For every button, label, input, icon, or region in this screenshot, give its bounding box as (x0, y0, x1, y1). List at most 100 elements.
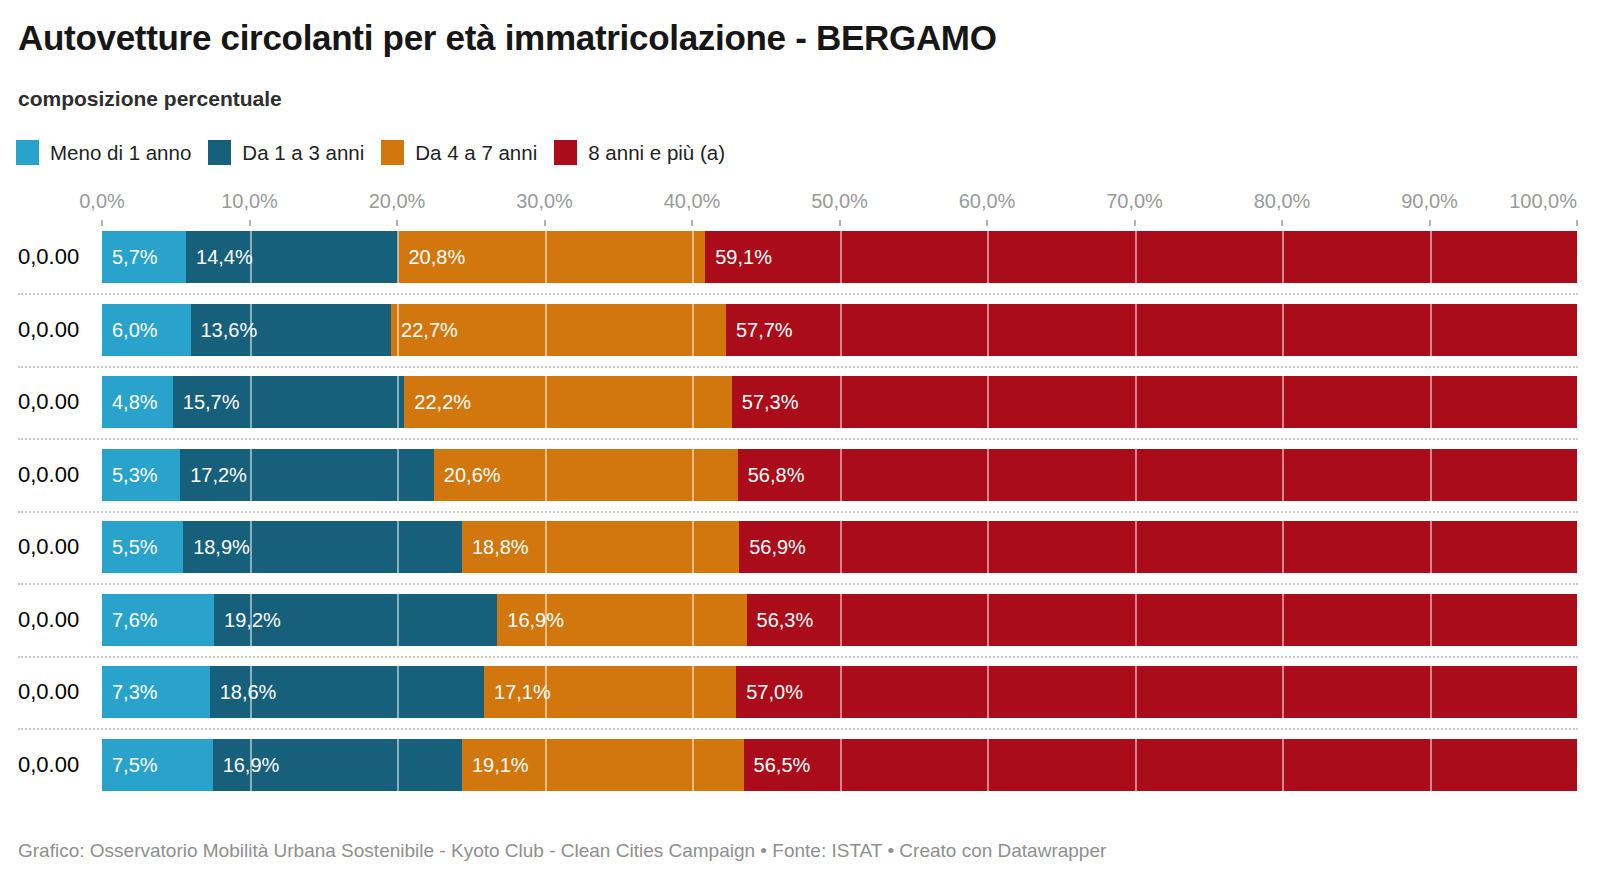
bar-segment-3: 19,1% (462, 739, 744, 791)
bar-value-label: 13,6% (201, 304, 258, 356)
x-axis-tick-label: 20,0% (369, 190, 426, 213)
x-axis-tick-mark (839, 220, 841, 226)
x-axis-tick-mark (101, 220, 103, 226)
x-axis-tick-mark (691, 220, 693, 226)
bar-value-label: 4,8% (112, 376, 158, 428)
bar-segment-4: 57,0% (736, 666, 1577, 718)
bar-segment-4: 59,1% (705, 231, 1577, 283)
x-axis-tick-label: 60,0% (959, 190, 1016, 213)
bar-row: 0,0.00 7,5%16,9%19,1%56,5% (0, 739, 1600, 791)
legend-item-meno-di-1-anno: Meno di 1 anno (16, 140, 191, 165)
row-separator (18, 583, 1578, 585)
legend-swatch-icon (554, 140, 577, 165)
legend-label: Da 1 a 3 anni (242, 141, 364, 165)
legend-swatch-icon (16, 140, 39, 165)
bar-value-label: 16,9% (223, 739, 280, 791)
bar-rows: 0,0.00 5,7% 14,4%20,8% 59,1% 0,0.00 6,0% 13… (0, 231, 1600, 791)
bar-value-label: 5,5% (112, 521, 158, 573)
bar-row: 0,0.00 7,6% 19,2%16,9% 56,3% (0, 594, 1600, 646)
row-label: 0,0.00 (18, 594, 98, 646)
legend-label: Da 4 a 7 anni (415, 141, 537, 165)
bar-segment-2: 16,9% (213, 739, 462, 791)
x-axis-ticks (102, 220, 1577, 226)
bar-value-label: 56,3% (757, 594, 814, 646)
bar-segment-2: 19,2% (214, 594, 497, 646)
bar-value-label: 5,3% (112, 449, 158, 501)
bar-value-label: 18,6% (220, 666, 277, 718)
bar-row: 0,0.00 7,3%18,6%17,1%57,0% (0, 666, 1600, 718)
bar-segment-3: 20,8% (398, 231, 705, 283)
row-label: 0,0.00 (18, 304, 98, 356)
x-axis-tick-label: 70,0% (1106, 190, 1163, 213)
stacked-bar-chart: 0,0%10,0%20,0%30,0%40,0%50,0%60,0%70,0%8… (0, 190, 1600, 795)
bar-value-label: 15,7% (183, 376, 240, 428)
bar-segment-1: 7,5% (102, 739, 213, 791)
bar-track: 5,5% 18,9% 18,8% 56,9% (102, 521, 1577, 573)
x-axis: 0,0%10,0%20,0%30,0%40,0%50,0%60,0%70,0%8… (102, 190, 1577, 214)
legend-swatch-icon (208, 140, 231, 165)
bar-value-label: 56,8% (748, 449, 805, 501)
bar-segment-2: 14,4% (186, 231, 398, 283)
bar-segment-1: 5,5% (102, 521, 183, 573)
x-axis-tick-mark (986, 220, 988, 226)
bar-segment-4: 56,3% (747, 594, 1577, 646)
bar-segment-2: 15,7% (173, 376, 405, 428)
bar-segment-4: 57,7% (726, 304, 1577, 356)
row-separator (18, 438, 1578, 440)
chart-subtitle: composizione percentuale (18, 87, 282, 111)
bar-value-label: 17,2% (190, 449, 247, 501)
bar-track: 6,0% 13,6% 22,7% 57,7% (102, 304, 1577, 356)
x-axis-tick-label: 90,0% (1401, 190, 1458, 213)
x-axis-tick-mark (1134, 220, 1136, 226)
row-label: 0,0.00 (18, 739, 98, 791)
x-axis-tick-label: 30,0% (516, 190, 573, 213)
bar-segment-2: 18,9% (183, 521, 462, 573)
x-axis-tick-label: 0,0% (79, 190, 125, 213)
bar-track: 5,3% 17,2% 20,6% 56,8% (102, 449, 1577, 501)
row-label: 0,0.00 (18, 231, 98, 283)
legend-item-da-4-a-7-anni: Da 4 a 7 anni (381, 140, 537, 165)
x-axis-tick-mark (1429, 220, 1431, 226)
bar-value-label: 7,6% (112, 594, 158, 646)
bar-segment-1: 7,3% (102, 666, 210, 718)
bar-value-label: 22,7% (401, 304, 458, 356)
bar-track: 7,5%16,9%19,1%56,5% (102, 739, 1577, 791)
bar-row: 0,0.00 5,7% 14,4%20,8% 59,1% (0, 231, 1600, 283)
x-axis-tick-mark (1576, 220, 1578, 226)
row-separator (18, 511, 1578, 513)
bar-value-label: 20,6% (444, 449, 501, 501)
x-axis-tick-label: 50,0% (811, 190, 868, 213)
bar-segment-4: 57,3% (732, 376, 1577, 428)
x-axis-tick-label: 80,0% (1254, 190, 1311, 213)
bar-segment-1: 5,7% (102, 231, 186, 283)
bar-segment-1: 5,3% (102, 449, 180, 501)
x-axis-tick-mark (249, 220, 251, 226)
bar-segment-3: 16,9% (497, 594, 746, 646)
legend-label: 8 anni e più (a) (588, 141, 725, 165)
bar-value-label: 18,9% (193, 521, 250, 573)
bar-value-label: 57,3% (742, 376, 799, 428)
bar-value-label: 18,8% (472, 521, 529, 573)
bar-segment-2: 13,6% (191, 304, 392, 356)
bar-track: 5,7% 14,4%20,8% 59,1% (102, 231, 1577, 283)
bar-value-label: 20,8% (408, 231, 465, 283)
x-axis-tick-label: 100,0% (1509, 190, 1577, 213)
bar-value-label: 5,7% (112, 231, 158, 283)
bar-row: 0,0.00 6,0% 13,6% 22,7% 57,7% (0, 304, 1600, 356)
bar-segment-1: 7,6% (102, 594, 214, 646)
row-separator (18, 293, 1578, 295)
bar-row: 0,0.00 5,3% 17,2% 20,6% 56,8% (0, 449, 1600, 501)
bar-segment-1: 6,0% (102, 304, 191, 356)
bar-track: 4,8% 15,7% 22,2%57,3% (102, 376, 1577, 428)
bar-value-label: 59,1% (715, 231, 772, 283)
bar-segment-4: 56,8% (738, 449, 1577, 501)
legend-swatch-icon (381, 140, 404, 165)
bar-segment-3: 22,2% (404, 376, 731, 428)
bar-value-label: 57,7% (736, 304, 793, 356)
bar-segment-4: 56,9% (739, 521, 1577, 573)
x-axis-tick-label: 40,0% (664, 190, 721, 213)
bar-value-label: 16,9% (507, 594, 564, 646)
row-label: 0,0.00 (18, 449, 98, 501)
legend-item-da-1-a-3-anni: Da 1 a 3 anni (208, 140, 364, 165)
bar-value-label: 6,0% (112, 304, 158, 356)
